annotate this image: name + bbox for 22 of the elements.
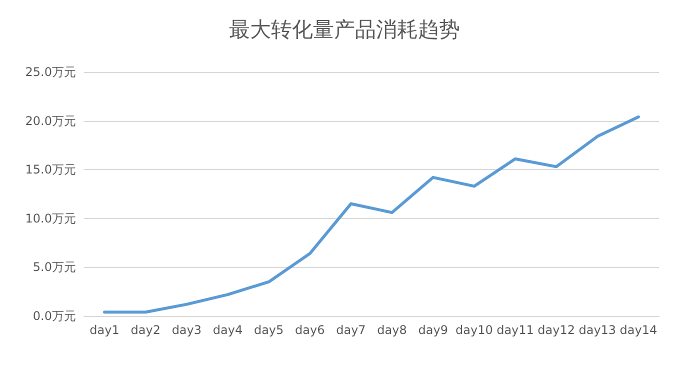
x-tick-label: day13: [578, 323, 616, 337]
x-tick-label: day4: [212, 323, 243, 337]
x-tick-label: day11: [496, 323, 534, 337]
x-tick-label: day6: [295, 323, 325, 337]
line-series: [103, 115, 640, 314]
x-tick-label: day8: [377, 323, 407, 337]
y-tick-label: 15.0万元: [25, 162, 76, 177]
y-tick-label: 0.0万元: [32, 309, 76, 323]
x-tick-label: day2: [130, 323, 160, 337]
x-tick-label: day1: [90, 323, 120, 337]
x-tick-label: day14: [620, 323, 658, 337]
y-tick-label: 25.0万元: [25, 65, 76, 79]
x-tick-label: day10: [456, 323, 493, 337]
x-tick-label: day7: [336, 323, 366, 337]
x-tick-label: day5: [254, 323, 284, 337]
y-tick-label: 20.0万元: [25, 114, 76, 128]
x-tick-label: day9: [418, 323, 448, 337]
chart-title: 最大转化量产品消耗趋势: [229, 18, 460, 42]
x-tick-label: day3: [172, 323, 202, 337]
x-tick-label: day12: [538, 323, 575, 337]
y-tick-label: 5.0万元: [32, 260, 76, 274]
y-tick-label: 10.0万元: [25, 211, 76, 226]
